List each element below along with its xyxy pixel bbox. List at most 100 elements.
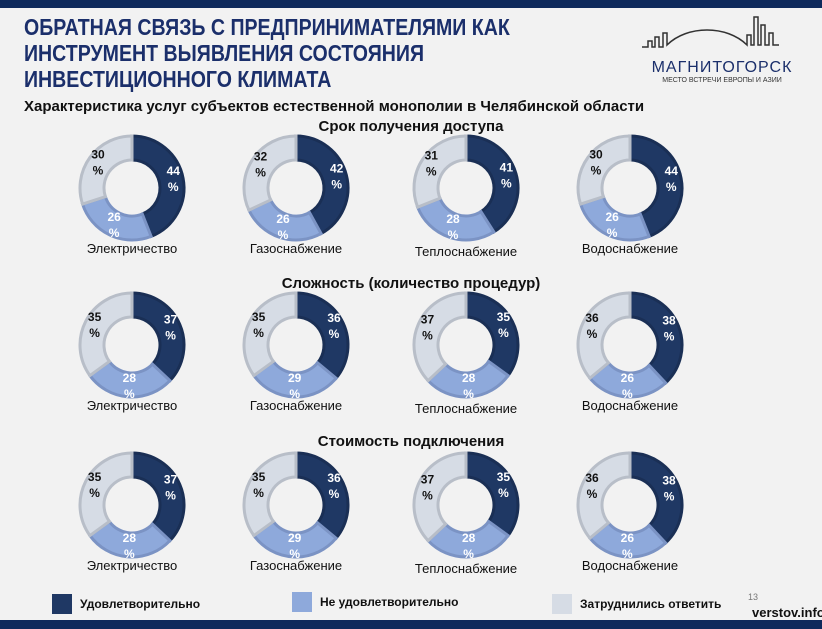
data-label-percent: %	[93, 163, 104, 177]
city-skyline-icon	[642, 16, 779, 48]
logo-name: МАГНИТОГОРСК	[651, 59, 793, 76]
chart-subtitle: Характеристика услуг субъектов естествен…	[24, 98, 645, 115]
category-label: Водоснабжение	[582, 241, 678, 256]
category-label: Водоснабжение	[582, 398, 678, 413]
data-label-percent: %	[591, 163, 602, 177]
data-label: 30	[91, 147, 105, 161]
donut-slice-satisfactory	[294, 451, 350, 541]
top-bar	[0, 0, 822, 8]
data-label-percent: %	[89, 326, 100, 340]
data-label: 28	[462, 371, 476, 385]
legend-unsatisfactory: Не удовлетворительно	[292, 592, 458, 612]
category-label: Газоснабжение	[250, 241, 342, 256]
donut-slice-undecided	[576, 451, 632, 541]
data-label: 28	[462, 531, 476, 545]
section-title-cost: Стоимость подключения	[317, 433, 505, 450]
logo: МАГНИТОГОРСК МЕСТО ВСТРЕЧИ ЕВРОПЫ И АЗИИ	[632, 12, 812, 92]
data-label: 31	[425, 148, 439, 162]
logo-tagline: МЕСТО ВСТРЕЧИ ЕВРОПЫ И АЗИИ	[662, 77, 782, 84]
donut-slice-satisfactory	[130, 134, 186, 239]
data-label-percent: %	[422, 488, 433, 502]
legend-label: Не удовлетворительно	[320, 595, 459, 609]
data-label: 26	[605, 210, 619, 224]
data-label: 44	[167, 164, 181, 178]
data-label-percent: %	[664, 490, 675, 504]
data-label: 32	[254, 149, 268, 163]
donut-slice-undecided	[78, 134, 134, 206]
data-label-percent: %	[168, 180, 179, 194]
data-label-percent: %	[329, 327, 340, 341]
data-label-percent: %	[109, 226, 120, 240]
data-label-percent: %	[329, 487, 340, 501]
data-label-percent: %	[448, 228, 459, 242]
data-label: 26	[276, 212, 290, 226]
donut-slice-satisfactory	[628, 451, 684, 546]
data-label: 28	[123, 531, 137, 545]
data-label-percent: %	[165, 328, 176, 342]
data-label: 37	[421, 312, 435, 326]
data-label-percent: %	[426, 164, 437, 178]
data-label-percent: %	[622, 387, 633, 401]
data-label-percent: %	[422, 328, 433, 342]
category-label: Электричество	[87, 241, 177, 256]
donut-slice-undecided	[242, 451, 298, 538]
donut-slice-undecided	[412, 291, 468, 383]
category-label: Водоснабжение	[582, 558, 678, 573]
data-label-percent: %	[498, 326, 509, 340]
donut-slice-satisfactory	[464, 134, 520, 234]
donut-slice-satisfactory	[130, 451, 186, 543]
data-label-percent: %	[253, 486, 264, 500]
category-label: Электричество	[87, 558, 177, 573]
data-label: 35	[497, 470, 511, 484]
data-label-percent: %	[165, 488, 176, 502]
legend-swatch	[52, 594, 72, 614]
donut-slice-undecided	[242, 134, 298, 213]
data-label-percent: %	[587, 327, 598, 341]
data-label-percent: %	[124, 387, 135, 401]
bottom-bar	[0, 620, 822, 629]
category-label: Теплоснабжение	[415, 244, 517, 259]
data-label: 37	[164, 312, 178, 326]
data-label: 36	[585, 311, 599, 325]
legend-satisfactory: Удовлетворительно	[52, 594, 200, 614]
data-label: 29	[288, 531, 302, 545]
data-label: 41	[500, 160, 514, 174]
data-label-percent: %	[255, 165, 266, 179]
data-label: 29	[288, 371, 302, 385]
data-label: 38	[662, 314, 676, 328]
data-label-percent: %	[253, 326, 264, 340]
data-label: 26	[621, 531, 635, 545]
data-label: 37	[421, 472, 435, 486]
category-label: Теплоснабжение	[415, 561, 517, 576]
data-label: 35	[252, 310, 266, 324]
donut-slice-satisfactory	[628, 134, 684, 239]
legend-swatch	[292, 592, 312, 612]
data-label-percent: %	[622, 547, 633, 561]
page-number: 13	[748, 592, 759, 602]
donut-slice-undecided	[412, 134, 468, 210]
data-label-percent: %	[124, 547, 135, 561]
data-label: 26	[621, 371, 635, 385]
donut-slice-undecided	[242, 291, 298, 378]
data-label: 42	[330, 162, 344, 176]
data-label-percent: %	[289, 387, 300, 401]
category-label: Электричество	[87, 398, 177, 413]
data-label: 38	[662, 474, 676, 488]
legend-swatch	[552, 594, 572, 614]
data-label-percent: %	[666, 180, 677, 194]
donut-slice-satisfactory	[294, 291, 350, 381]
data-label: 35	[252, 470, 266, 484]
donut-slice-undecided	[576, 134, 632, 206]
data-label-percent: %	[278, 228, 289, 242]
data-label-percent: %	[498, 486, 509, 500]
data-label: 36	[327, 311, 341, 325]
data-label-percent: %	[664, 330, 675, 344]
data-label-percent: %	[89, 486, 100, 500]
data-label-percent: %	[587, 487, 598, 501]
data-label: 26	[107, 210, 121, 224]
data-label: 28	[123, 371, 137, 385]
page-title: ОБРАТНАЯ СВЯЗЬ С ПРЕДПРИНИМАТЕЛЯМИ КАК И…	[24, 14, 510, 92]
legend-undecided: Затруднились ответить	[552, 594, 721, 614]
data-label: 35	[88, 470, 102, 484]
